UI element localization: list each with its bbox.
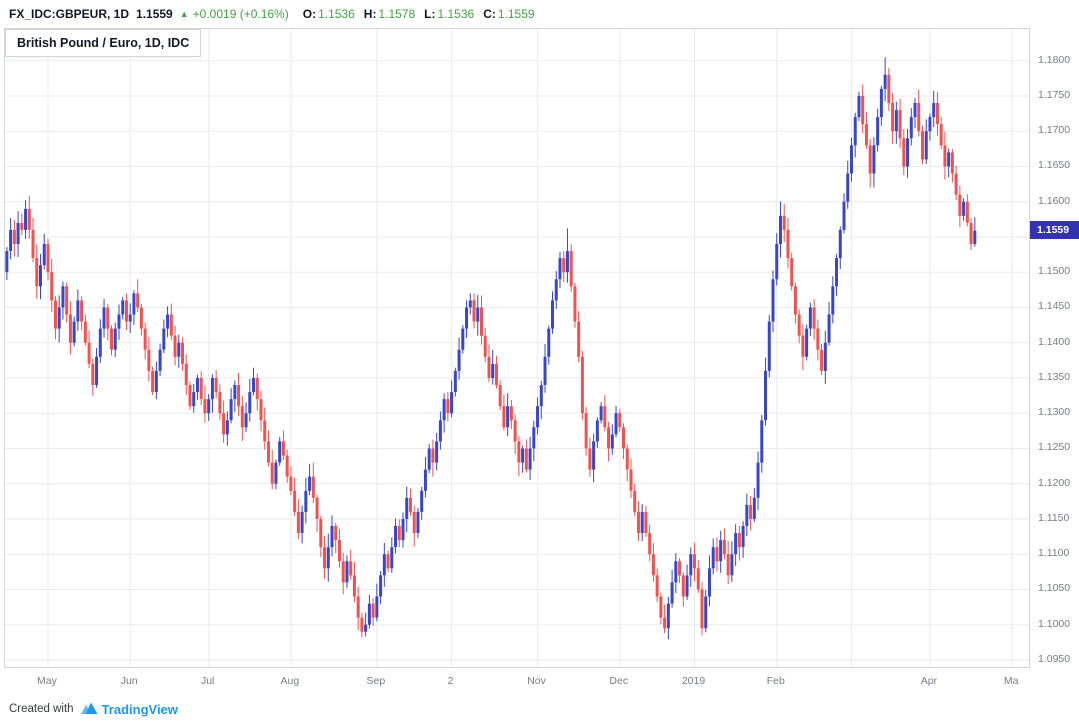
price-tick: 1.1450 [1038, 300, 1071, 313]
price-axis[interactable]: 1.1559 1.1800 1.1750 1.1700 1.1650 1.1600 1.1… [1030, 28, 1079, 668]
ohlc-close-value: 1.1559 [497, 7, 535, 21]
last-price-label: 1.1559 [1030, 220, 1079, 239]
price-tick: 1.0950 [1038, 652, 1071, 665]
price-tick: 1.1150 [1038, 511, 1070, 524]
last-price: 1.1559 [136, 7, 173, 21]
ohlc-open-label: O: [302, 7, 317, 21]
tradingview-logo-icon[interactable] [80, 700, 98, 718]
chart-pane[interactable]: British Pound / Euro, 1D, IDC [4, 28, 1030, 668]
ohlc-high-label: H: [363, 7, 377, 21]
price-tick: 1.1250 [1038, 441, 1071, 454]
symbol-title: FX_IDC:GBPEUR, 1D [9, 7, 130, 21]
price-tick: 1.1750 [1038, 88, 1071, 101]
time-tick: Jul [200, 675, 215, 687]
footer-bar: Created with TradingView [0, 695, 1079, 723]
time-tick: Ma [1003, 675, 1019, 687]
price-tick: 1.1500 [1038, 265, 1071, 278]
chart-legend[interactable]: British Pound / Euro, 1D, IDC [5, 29, 202, 57]
price-tick: 1.1300 [1038, 406, 1071, 419]
price-tick: 1.1350 [1038, 370, 1071, 383]
price-tick: 1.1200 [1038, 476, 1071, 489]
change-up-icon: ▲ [179, 9, 189, 19]
time-tick: Apr [920, 675, 938, 687]
price-tick: 1.1400 [1038, 335, 1071, 348]
price-tick: 1.1100 [1038, 547, 1070, 560]
time-tick: Feb [766, 675, 785, 687]
price-tick: 1.1000 [1038, 617, 1071, 630]
price-tick: 1.1700 [1038, 124, 1071, 137]
price-tick: 1.1600 [1038, 194, 1071, 207]
time-tick: Nov [527, 675, 546, 687]
price-tick: 1.1650 [1038, 159, 1071, 172]
ohlc-close-label: C: [483, 7, 496, 21]
time-tick: May [37, 675, 57, 687]
ohlc-open-value: 1.1536 [318, 7, 355, 21]
time-tick: Aug [280, 675, 300, 687]
ohlc-low-label: L: [424, 7, 436, 21]
candlestick-chart[interactable] [5, 29, 1029, 667]
candles[interactable] [5, 57, 977, 640]
footer-credit-text: Created with [9, 703, 74, 715]
time-tick: Dec [609, 675, 629, 687]
tradingview-brand[interactable]: TradingView [101, 701, 178, 717]
symbol-info-bar: FX_IDC:GBPEUR, 1D 1.1559 ▲ +0.0019 (+0.1… [0, 0, 1079, 28]
time-tick: 2 [447, 675, 454, 687]
ohlc-low-value: 1.1536 [437, 7, 475, 21]
time-tick: Sep [366, 675, 386, 687]
time-tick: 2019 [681, 675, 706, 687]
time-axis[interactable]: May Jun Jul Aug Sep 2 Nov Dec 2019 Feb Apr Ma [4, 668, 1030, 695]
price-tick: 1.1050 [1038, 582, 1071, 595]
ohlc-high-value: 1.1578 [378, 7, 416, 21]
price-change: +0.0019 (+0.16%) [192, 7, 289, 21]
grid-lines [5, 29, 1029, 667]
time-tick: Jun [120, 675, 138, 687]
price-tick: 1.1800 [1038, 53, 1071, 66]
